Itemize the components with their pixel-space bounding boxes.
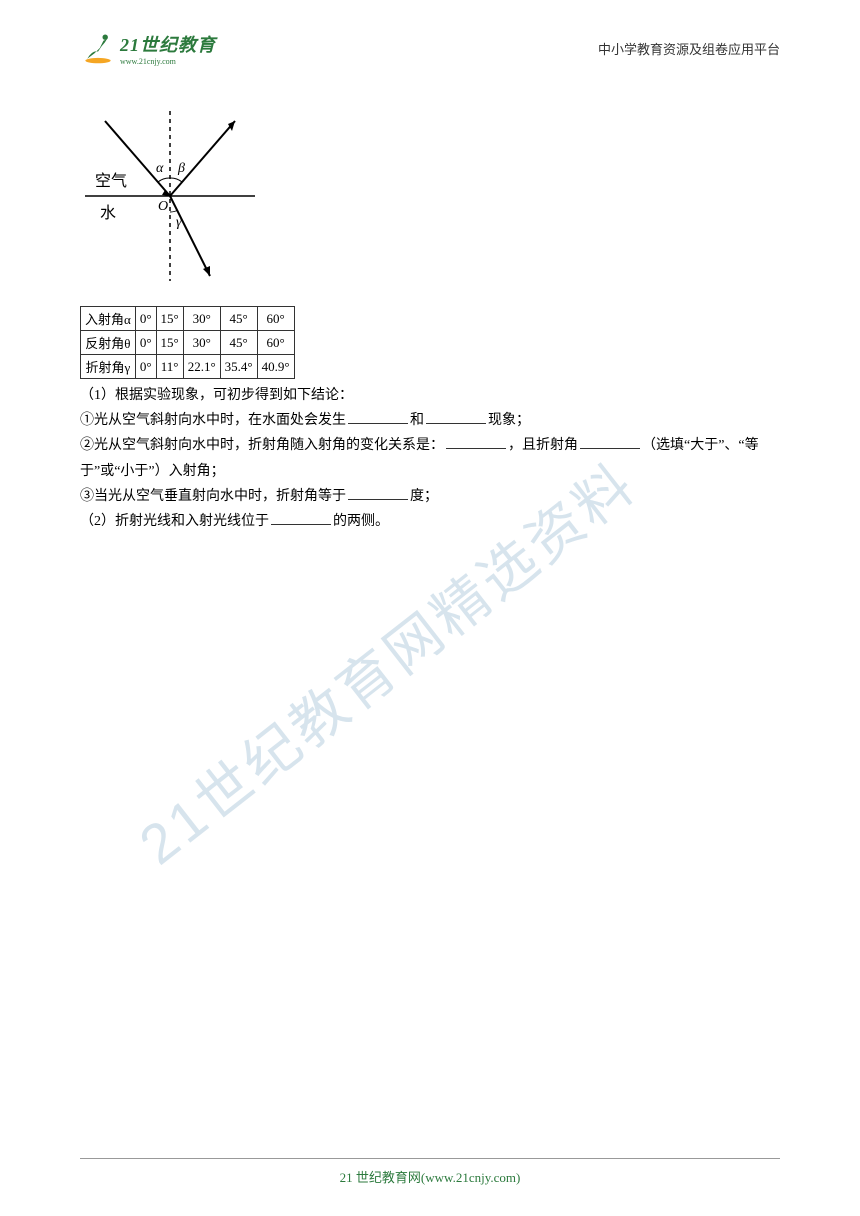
q1-line: ①光从空气斜射向水中时，在水面处会发生 和 现象；: [80, 408, 780, 433]
q4-b: 的两侧。: [333, 514, 389, 529]
row-label: 折射角γ: [81, 355, 136, 379]
cell: 30°: [183, 331, 220, 355]
cell: 35.4°: [220, 355, 257, 379]
cell: 45°: [220, 307, 257, 331]
logo-text-block: 21世纪教育 www.21cnjy.com: [120, 31, 216, 66]
diagram-svg: α β γ O 空气 水: [80, 106, 260, 286]
data-table: 入射角α0°15°30°45°60°反射角θ0°15°30°45°60°折射角γ…: [80, 306, 295, 379]
cell: 15°: [156, 307, 183, 331]
q4-line: （2）折射光线和入射光线位于 的两侧。: [80, 509, 780, 534]
q-intro: （1）根据实验现象，可初步得到如下结论：: [80, 383, 780, 408]
gamma-label: γ: [176, 215, 182, 230]
q2-a: ②光从空气斜射向水中时，折射角随入射角的变化关系是：: [80, 438, 444, 453]
table-row: 入射角α0°15°30°45°60°: [81, 307, 295, 331]
q1-b: 和: [410, 413, 424, 428]
blank: [348, 408, 408, 424]
cell: 40.9°: [257, 355, 294, 379]
q2-b: ，且折射角: [508, 438, 578, 453]
logo: 21世纪教育 www.21cnjy.com: [80, 30, 216, 66]
page-header: 21世纪教育 www.21cnjy.com 中小学教育资源及组卷应用平台: [0, 0, 860, 76]
cell: 22.1°: [183, 355, 220, 379]
page-footer: 21 世纪教育网(www.21cnjy.com): [0, 1158, 860, 1186]
cell: 45°: [220, 331, 257, 355]
logo-main-text: 21世纪教育: [120, 35, 216, 55]
q1-a: ①光从空气斜射向水中时，在水面处会发生: [80, 413, 346, 428]
q3-line: ③当光从空气垂直射向水中时，折射角等于 度；: [80, 484, 780, 509]
cell: 0°: [135, 307, 156, 331]
q4-a: （2）折射光线和入射光线位于: [80, 514, 269, 529]
row-label: 入射角α: [81, 307, 136, 331]
q3-b: 度；: [410, 489, 438, 504]
alpha-label: α: [156, 161, 164, 176]
footer-text: 21 世纪教育网(www.21cnjy.com): [340, 1170, 521, 1185]
o-label: O: [158, 199, 168, 214]
header-right-text: 中小学教育资源及组卷应用平台: [598, 39, 780, 58]
cell: 0°: [135, 331, 156, 355]
cell: 60°: [257, 331, 294, 355]
footer-divider: [80, 1158, 780, 1159]
blank: [446, 433, 506, 449]
q2-line: ②光从空气斜射向水中时，折射角随入射角的变化关系是：，且折射角（选填“大于”、“…: [80, 433, 780, 483]
q3-a: ③当光从空气垂直射向水中时，折射角等于: [80, 489, 346, 504]
table-row: 折射角γ0°11°22.1°35.4°40.9°: [81, 355, 295, 379]
cell: 0°: [135, 355, 156, 379]
refraction-diagram: α β γ O 空气 水: [80, 106, 260, 286]
table-row: 反射角θ0°15°30°45°60°: [81, 331, 295, 355]
q1-c: 现象；: [488, 413, 530, 428]
water-label: 水: [100, 204, 116, 222]
blank: [271, 509, 331, 525]
blank: [580, 433, 640, 449]
row-label: 反射角θ: [81, 331, 136, 355]
cell: 30°: [183, 307, 220, 331]
air-label: 空气: [95, 172, 127, 190]
beta-label: β: [177, 161, 185, 176]
logo-runner-icon: [80, 30, 116, 66]
logo-sub-text: www.21cnjy.com: [120, 57, 216, 66]
questions-block: （1）根据实验现象，可初步得到如下结论： ①光从空气斜射向水中时，在水面处会发生…: [80, 383, 780, 534]
page-content: α β γ O 空气 水 入射角α0°15°30°45°60°反射角θ0°15°…: [0, 76, 860, 534]
cell: 60°: [257, 307, 294, 331]
cell: 11°: [156, 355, 183, 379]
cell: 15°: [156, 331, 183, 355]
blank: [426, 408, 486, 424]
blank: [348, 484, 408, 500]
